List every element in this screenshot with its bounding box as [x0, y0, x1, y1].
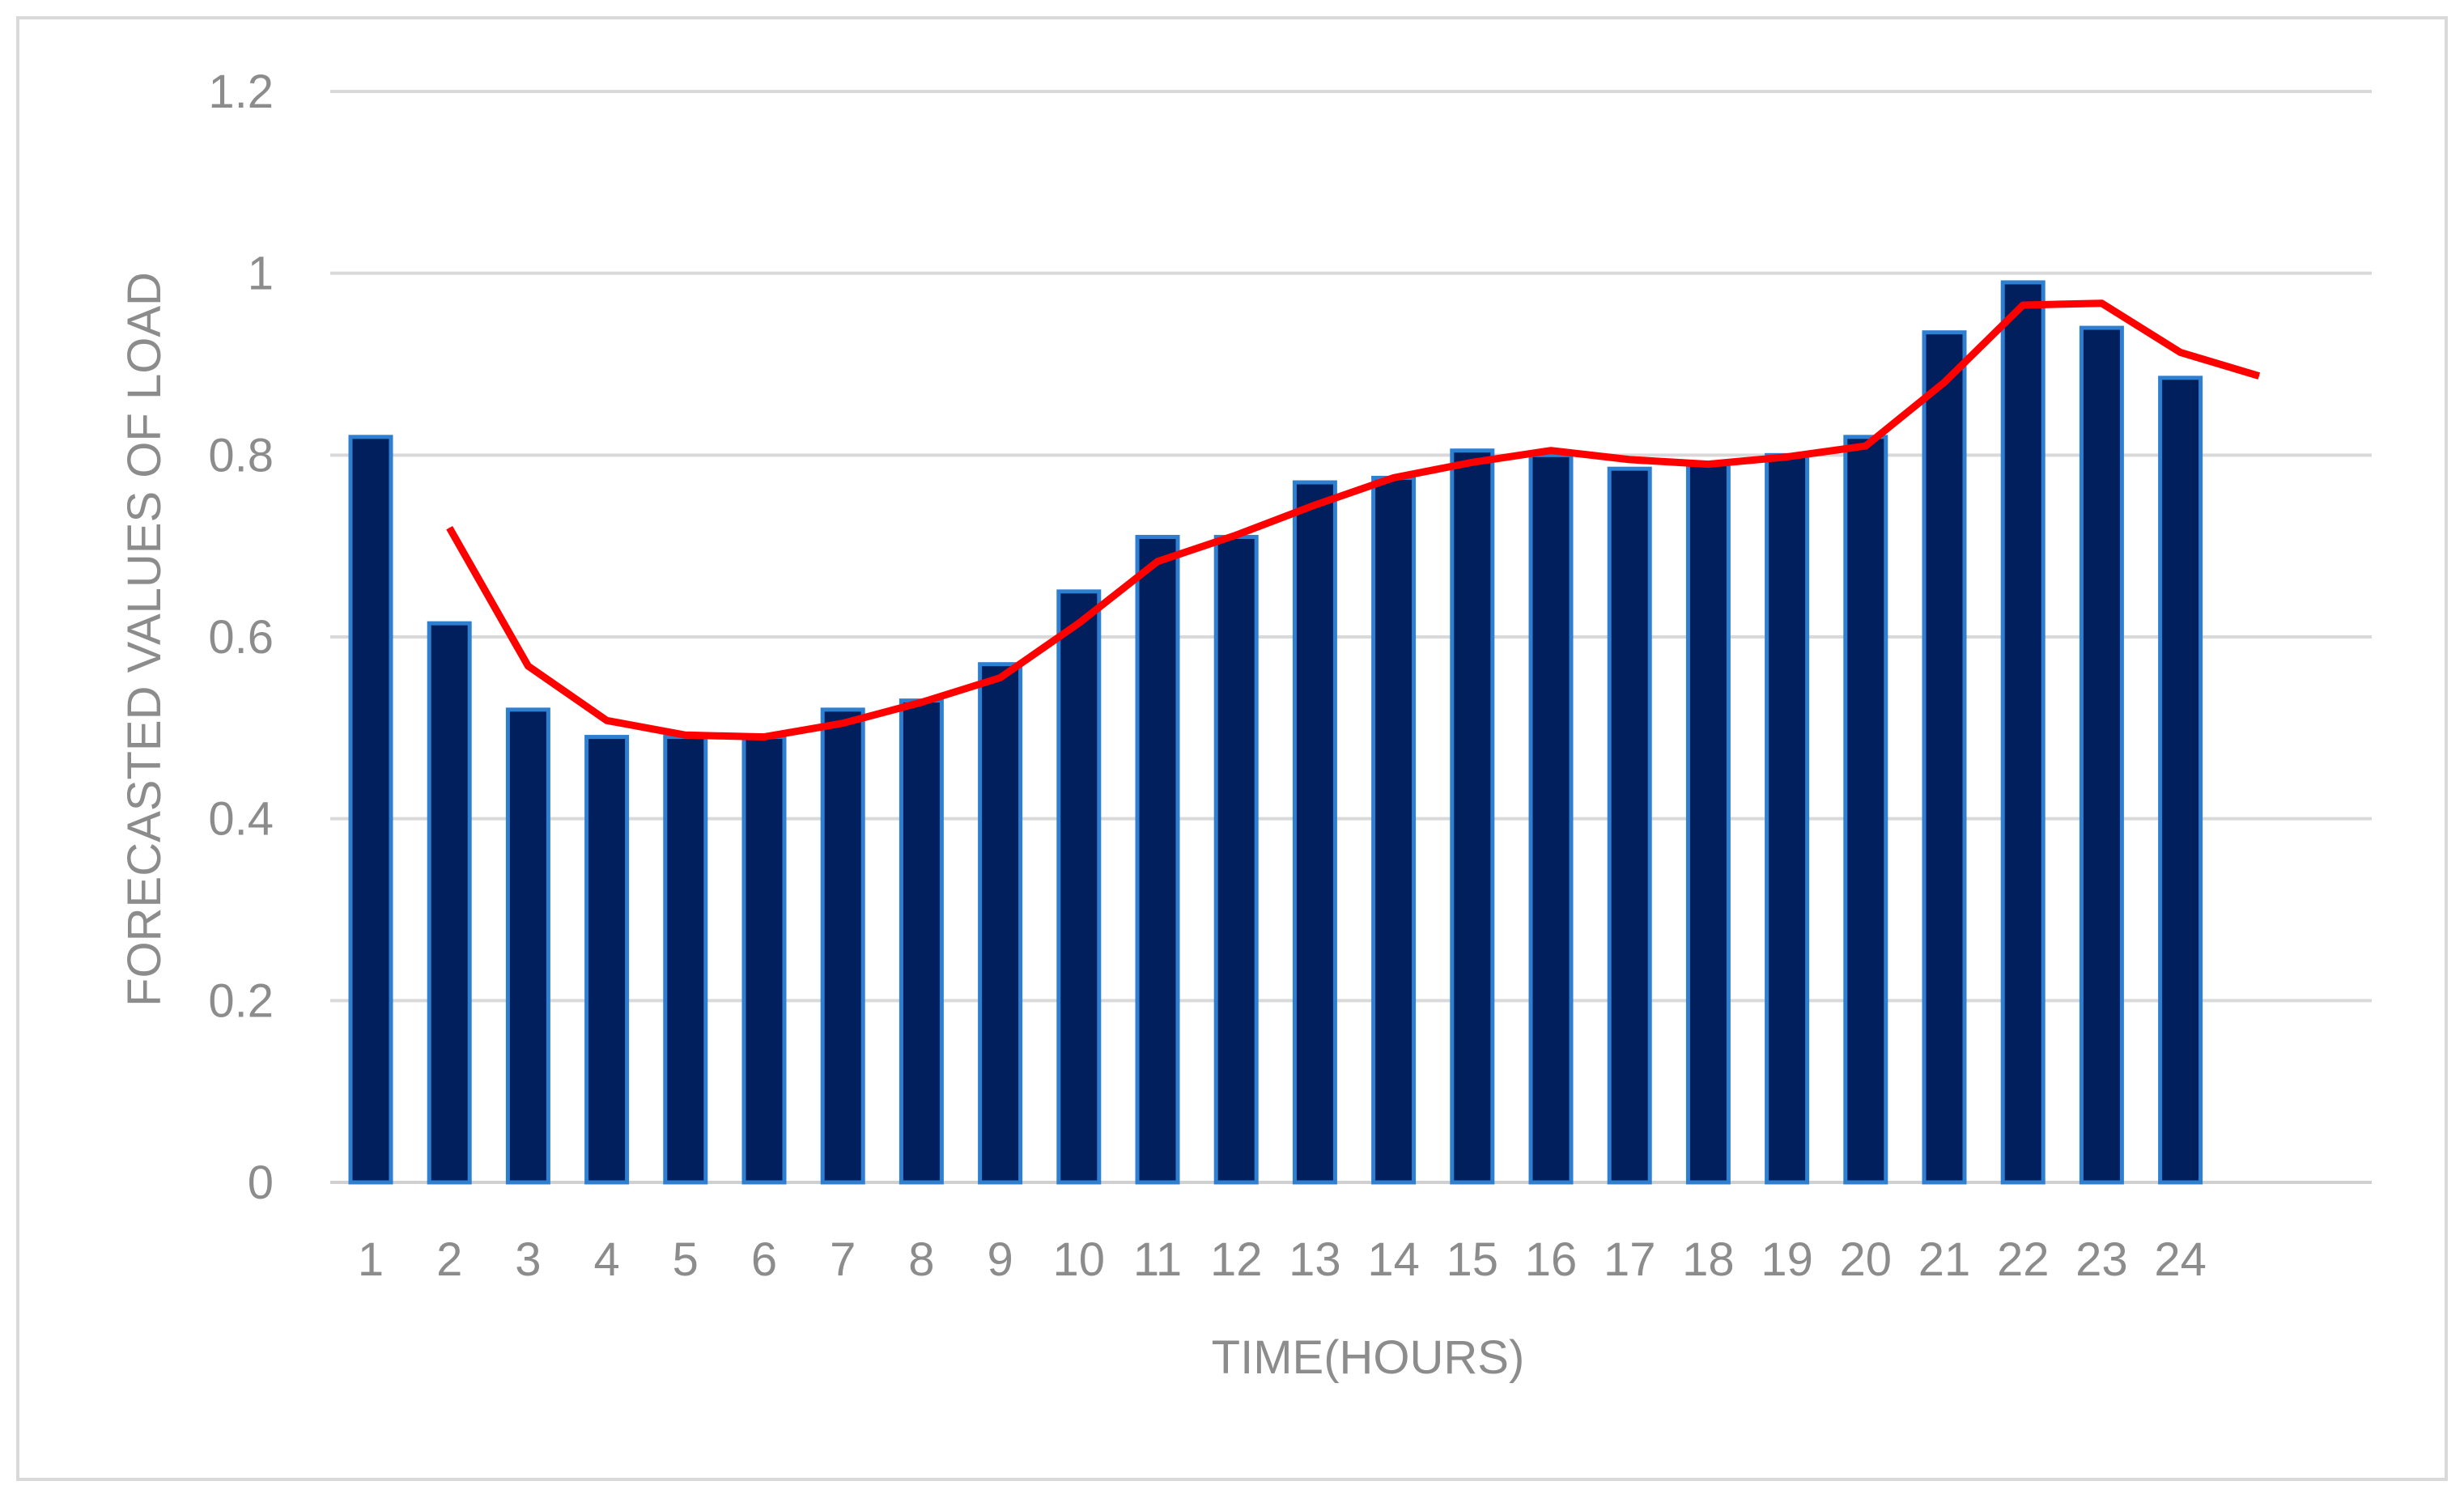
y-tick-label: 0.6	[208, 611, 274, 664]
y-tick-label: 0.2	[208, 974, 274, 1027]
bar	[1450, 448, 1495, 1185]
bar	[584, 735, 630, 1185]
bar	[1213, 534, 1259, 1185]
bar	[899, 698, 944, 1185]
x-tick-label: 20	[1840, 1233, 1893, 1286]
bar	[2079, 325, 2124, 1185]
x-tick-label: 15	[1447, 1233, 1499, 1286]
x-axis-title: TIME(HOURS)	[1212, 1331, 1525, 1384]
bar	[1843, 435, 1888, 1185]
bar	[978, 662, 1023, 1185]
x-tick-label: 22	[1997, 1233, 2050, 1286]
y-tick-label: 1	[248, 248, 274, 300]
bar	[1135, 534, 1180, 1185]
line-point	[1550, 450, 1552, 452]
bar	[2000, 280, 2046, 1185]
x-tick-label: 18	[1682, 1233, 1735, 1286]
line-point	[527, 665, 529, 667]
bar	[1292, 480, 1337, 1185]
bar	[1922, 330, 1967, 1185]
bar	[505, 707, 550, 1185]
x-tick-label: 1	[358, 1233, 384, 1286]
x-axis-tick-labels: 1 2 3 4 5 6 7 8 9 10 11 12 13 14 15 16 17 18 19 20 21 22 23 24	[358, 1233, 2207, 1286]
line-point	[1078, 622, 1080, 624]
bar-series	[348, 280, 2203, 1185]
y-tick-label: 1.2	[208, 66, 274, 118]
line-point	[763, 736, 765, 738]
line-point	[685, 734, 686, 736]
y-tick-label: 0.4	[208, 793, 274, 846]
x-tick-label: 9	[987, 1233, 1013, 1286]
x-tick-label: 2	[436, 1233, 462, 1286]
x-tick-label: 19	[1761, 1233, 1813, 1286]
x-tick-label: 7	[830, 1233, 856, 1286]
x-tick-label: 10	[1053, 1233, 1106, 1286]
y-axis-tick-labels: 0 0.2 0.4 0.6 0.8 1 1.2	[208, 66, 274, 1209]
bar	[1056, 589, 1102, 1185]
line-point	[606, 719, 608, 721]
x-tick-label: 23	[2075, 1233, 2128, 1286]
bar	[1607, 466, 1652, 1185]
x-tick-label: 13	[1289, 1233, 1341, 1286]
line-point	[1944, 381, 1945, 383]
x-tick-label: 11	[1133, 1233, 1182, 1286]
x-tick-label: 16	[1525, 1233, 1578, 1286]
line-point	[2022, 304, 2024, 306]
x-tick-label: 17	[1604, 1233, 1656, 1286]
bar	[820, 707, 865, 1185]
bar	[1765, 452, 1810, 1185]
bar	[1528, 452, 1574, 1185]
bar	[2158, 376, 2203, 1185]
bar	[348, 435, 393, 1185]
x-tick-label: 3	[515, 1233, 541, 1286]
line-point	[1393, 477, 1395, 478]
x-tick-label: 5	[673, 1233, 699, 1286]
bar	[1685, 462, 1731, 1185]
y-tick-label: 0	[248, 1156, 274, 1209]
line-point	[1786, 456, 1788, 458]
x-tick-label: 14	[1367, 1233, 1420, 1286]
line-point	[1865, 445, 1867, 447]
y-tick-label: 0.8	[208, 429, 274, 482]
line-series-path	[446, 299, 2261, 741]
line-point	[1235, 534, 1237, 536]
x-tick-label: 8	[908, 1233, 934, 1286]
x-tick-label: 21	[1918, 1233, 1971, 1286]
bar	[741, 735, 787, 1185]
y-axis-title: FORECASTED VALUES OF LOAD	[118, 272, 171, 1007]
x-tick-label: 12	[1210, 1233, 1263, 1286]
line-point	[1629, 459, 1630, 460]
bar	[663, 735, 708, 1185]
bar	[427, 621, 472, 1185]
bar	[1371, 475, 1417, 1185]
x-tick-label: 24	[2154, 1233, 2207, 1286]
line-point	[2180, 351, 2181, 353]
x-tick-label: 6	[751, 1233, 777, 1286]
line-series	[446, 299, 2261, 741]
x-tick-label: 4	[593, 1233, 619, 1286]
line-point	[1707, 464, 1709, 465]
